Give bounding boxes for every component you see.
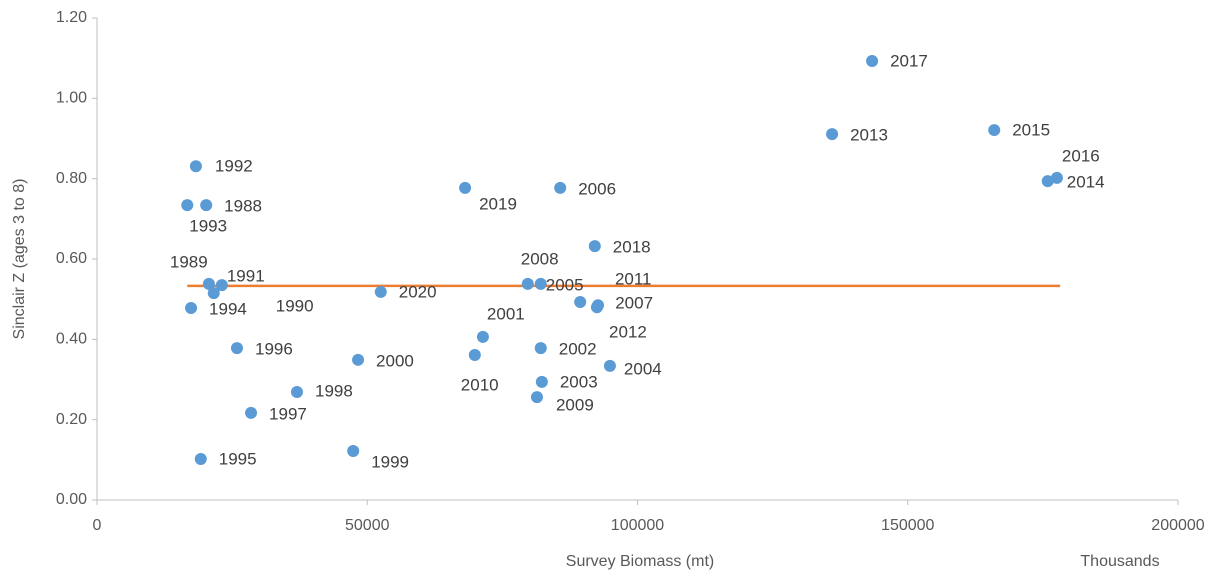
point-label: 2011 — [615, 270, 652, 289]
point-label: 2007 — [615, 293, 653, 312]
x-tick-label: 0 — [93, 517, 102, 534]
point — [521, 277, 534, 290]
point-label: 2000 — [376, 351, 414, 370]
point-label: 2018 — [613, 238, 651, 257]
point — [200, 199, 213, 212]
point-label: 2017 — [890, 51, 928, 70]
point — [202, 277, 215, 290]
y-tick-label: 1.20 — [56, 9, 87, 26]
point — [554, 181, 567, 194]
point-label: 1992 — [215, 157, 253, 176]
y-tick-label: 0.20 — [56, 411, 87, 428]
point-label: 1990 — [276, 297, 314, 316]
point — [534, 342, 547, 355]
point-label: 2005 — [546, 275, 584, 294]
point-label: 2016 — [1062, 146, 1100, 165]
point-label: 2020 — [399, 282, 437, 301]
point-label: 1999 — [371, 452, 409, 471]
point — [476, 330, 489, 343]
point-label: 1998 — [315, 381, 353, 400]
y-tick-label: 0.60 — [56, 250, 87, 267]
x-axis-label: Survey Biomass (mt) — [566, 553, 714, 570]
point — [230, 342, 243, 355]
point-label: 2012 — [609, 323, 647, 342]
x-tick-label: 50000 — [345, 517, 390, 534]
point-label: 2008 — [521, 249, 559, 268]
point-label: 2006 — [578, 179, 616, 198]
point — [535, 375, 548, 388]
point — [215, 279, 228, 292]
point-label: 2019 — [479, 194, 517, 213]
point — [185, 302, 198, 315]
x-display-unit: Thousands — [1080, 553, 1159, 570]
point — [245, 406, 258, 419]
y-tick-label: 0.40 — [56, 331, 87, 348]
point — [534, 277, 547, 290]
point-label: 2014 — [1067, 173, 1105, 192]
point — [374, 285, 387, 298]
point-label: 2013 — [850, 126, 888, 145]
point — [530, 391, 543, 404]
point — [194, 453, 207, 466]
y-tick-label: 0.00 — [56, 491, 87, 508]
point-label: 2015 — [1012, 121, 1050, 140]
point-label: 2009 — [556, 396, 594, 415]
x-tick-label: 200000 — [1151, 517, 1204, 534]
y-tick-label: 1.00 — [56, 90, 87, 107]
point-label: 1989 — [170, 252, 208, 271]
point-label: 1993 — [189, 217, 227, 236]
point — [1050, 171, 1063, 184]
point-label: 1994 — [209, 299, 247, 318]
point-label: 1997 — [269, 404, 307, 423]
x-tick-label: 150000 — [881, 517, 934, 534]
point — [352, 353, 365, 366]
point — [826, 128, 839, 141]
point — [574, 295, 587, 308]
point-label: 2010 — [461, 375, 499, 394]
point — [603, 359, 616, 372]
point — [592, 299, 605, 312]
point — [1041, 175, 1054, 188]
point-label: 1991 — [227, 267, 265, 286]
point-label: 2003 — [560, 372, 598, 391]
point-label: 1996 — [255, 340, 293, 359]
point — [468, 348, 481, 361]
point-label: 1988 — [224, 197, 262, 216]
point — [588, 240, 601, 253]
point-label: 2002 — [559, 340, 597, 359]
point — [290, 385, 303, 398]
point — [189, 160, 202, 173]
y-axis-label: Sinclair Z (ages 3 to 8) — [11, 179, 28, 340]
point — [207, 287, 220, 300]
point — [347, 444, 360, 457]
point — [459, 181, 472, 194]
point-label: 2004 — [624, 359, 662, 378]
y-tick-label: 0.80 — [56, 170, 87, 187]
point-label: 1995 — [219, 450, 257, 469]
point — [181, 199, 194, 212]
point — [866, 54, 879, 67]
point-label: 2001 — [487, 304, 525, 323]
x-tick-label: 100000 — [611, 517, 664, 534]
point — [988, 124, 1001, 137]
